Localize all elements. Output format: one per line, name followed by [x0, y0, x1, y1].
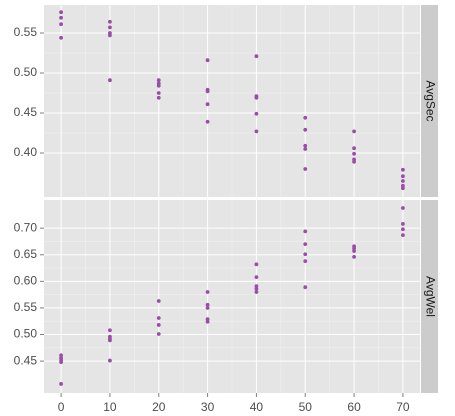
- point: [254, 275, 259, 279]
- point: [303, 147, 308, 151]
- point: [156, 83, 161, 88]
- point: [59, 353, 63, 358]
- x-tick-label: 10: [103, 400, 117, 414]
- point: [108, 33, 112, 38]
- y-tick-label: 0.65: [14, 247, 38, 261]
- y-tick-label: 0.55: [14, 300, 38, 314]
- facet-strip: [421, 5, 438, 197]
- x-tick-label: 60: [347, 400, 361, 414]
- facet-label: AvgWel: [423, 276, 437, 317]
- y-tick-label: 0.45: [14, 353, 38, 367]
- point: [303, 259, 308, 264]
- y-tick-label: 0.40: [14, 145, 38, 159]
- point: [59, 22, 63, 27]
- point: [254, 129, 259, 134]
- point: [303, 167, 308, 171]
- point: [401, 206, 405, 210]
- point: [401, 174, 405, 179]
- point: [205, 317, 210, 321]
- point: [254, 286, 259, 291]
- point: [254, 262, 259, 267]
- x-tick-label: 30: [201, 400, 215, 414]
- point: [156, 332, 161, 336]
- facet-strip: [421, 200, 438, 393]
- point: [401, 227, 405, 232]
- point: [352, 159, 356, 164]
- point: [254, 54, 259, 59]
- point: [205, 290, 210, 294]
- point: [156, 95, 161, 100]
- point: [352, 146, 356, 151]
- point: [205, 302, 210, 307]
- y-tick-label: 0.45: [14, 105, 38, 119]
- point: [205, 306, 210, 310]
- point: [59, 382, 63, 386]
- point: [254, 290, 259, 294]
- point: [352, 254, 356, 259]
- point: [401, 222, 405, 226]
- point: [401, 233, 405, 237]
- point: [303, 242, 308, 247]
- point: [303, 285, 308, 290]
- point: [108, 78, 112, 83]
- x-tick-label: 40: [250, 400, 264, 414]
- facet-label: AvgSec: [423, 80, 437, 121]
- point: [303, 115, 308, 120]
- point: [108, 358, 112, 363]
- point: [156, 78, 161, 83]
- point: [205, 319, 210, 324]
- y-tick-label: 0.60: [14, 274, 38, 288]
- point: [205, 89, 210, 94]
- point: [59, 10, 63, 15]
- point: [156, 91, 161, 95]
- point: [156, 323, 161, 327]
- point: [401, 179, 405, 183]
- x-tick-label: 70: [396, 400, 410, 414]
- point: [352, 246, 356, 251]
- point: [254, 284, 259, 289]
- point: [303, 127, 308, 132]
- point: [205, 119, 210, 124]
- point: [303, 229, 308, 234]
- point: [352, 151, 356, 156]
- y-tick-label: 0.50: [14, 65, 38, 79]
- point: [254, 95, 259, 100]
- point: [401, 167, 405, 172]
- point: [59, 35, 63, 40]
- x-tick-label: 50: [299, 400, 313, 414]
- point: [108, 19, 112, 24]
- point: [59, 360, 63, 365]
- point: [205, 58, 210, 63]
- point: [352, 129, 356, 134]
- point: [303, 143, 308, 148]
- y-tick-label: 0.55: [14, 25, 38, 39]
- point: [108, 25, 112, 30]
- point: [352, 249, 356, 253]
- point: [108, 338, 112, 343]
- point: [108, 328, 112, 333]
- point: [156, 299, 161, 303]
- point: [205, 102, 210, 107]
- x-tick-label: 20: [152, 400, 166, 414]
- x-tick-label: 0: [58, 400, 65, 414]
- y-tick-label: 0.70: [14, 220, 38, 234]
- point: [303, 252, 308, 257]
- point: [401, 186, 405, 191]
- point: [254, 111, 259, 116]
- point: [59, 15, 63, 20]
- y-tick-label: 0.50: [14, 327, 38, 341]
- point: [156, 316, 161, 320]
